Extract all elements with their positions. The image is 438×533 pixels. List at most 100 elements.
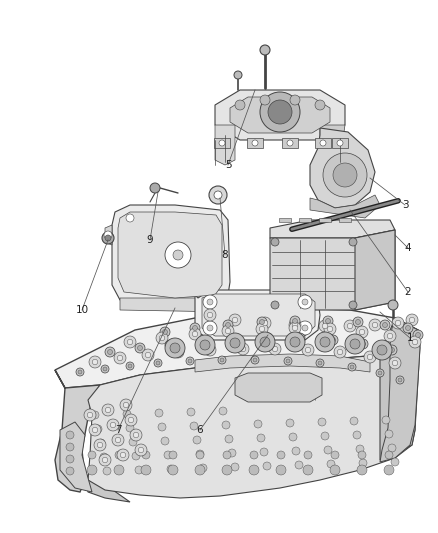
Circle shape bbox=[196, 451, 204, 459]
Circle shape bbox=[357, 465, 367, 475]
Text: 7: 7 bbox=[115, 425, 121, 435]
Circle shape bbox=[128, 364, 132, 368]
Circle shape bbox=[305, 348, 311, 353]
Circle shape bbox=[169, 451, 177, 459]
Circle shape bbox=[403, 323, 413, 333]
Circle shape bbox=[293, 319, 297, 324]
Circle shape bbox=[385, 451, 393, 459]
Circle shape bbox=[155, 409, 163, 417]
Text: 5: 5 bbox=[225, 160, 231, 170]
Circle shape bbox=[129, 438, 137, 446]
Polygon shape bbox=[55, 308, 418, 388]
Circle shape bbox=[302, 299, 308, 305]
Circle shape bbox=[387, 345, 397, 355]
Circle shape bbox=[66, 431, 74, 439]
Circle shape bbox=[388, 444, 396, 452]
Polygon shape bbox=[88, 345, 415, 498]
Polygon shape bbox=[355, 230, 395, 310]
Circle shape bbox=[285, 332, 305, 352]
Circle shape bbox=[112, 434, 124, 446]
Circle shape bbox=[193, 436, 201, 444]
Circle shape bbox=[135, 343, 145, 353]
Circle shape bbox=[66, 455, 74, 463]
Circle shape bbox=[130, 429, 142, 441]
Circle shape bbox=[382, 416, 390, 424]
Circle shape bbox=[132, 452, 140, 460]
Polygon shape bbox=[319, 218, 331, 222]
Circle shape bbox=[190, 422, 198, 430]
Circle shape bbox=[207, 312, 213, 318]
Circle shape bbox=[345, 334, 365, 354]
Circle shape bbox=[145, 352, 151, 358]
Circle shape bbox=[257, 317, 267, 327]
Polygon shape bbox=[315, 138, 331, 148]
Circle shape bbox=[325, 319, 331, 324]
Circle shape bbox=[237, 343, 249, 355]
Circle shape bbox=[94, 439, 106, 451]
Circle shape bbox=[260, 448, 268, 456]
Circle shape bbox=[358, 339, 368, 349]
Circle shape bbox=[117, 449, 129, 461]
Circle shape bbox=[66, 467, 74, 475]
Circle shape bbox=[110, 422, 116, 427]
Text: 10: 10 bbox=[75, 305, 88, 315]
Circle shape bbox=[290, 337, 300, 347]
Circle shape bbox=[269, 343, 281, 355]
Circle shape bbox=[358, 451, 366, 459]
Circle shape bbox=[89, 424, 101, 436]
Circle shape bbox=[204, 344, 216, 356]
Polygon shape bbox=[215, 125, 235, 165]
Circle shape bbox=[76, 368, 84, 376]
Circle shape bbox=[350, 365, 354, 369]
Circle shape bbox=[207, 299, 213, 305]
Circle shape bbox=[323, 316, 333, 326]
Circle shape bbox=[259, 326, 265, 332]
Circle shape bbox=[262, 320, 268, 326]
Circle shape bbox=[190, 323, 200, 333]
Circle shape bbox=[103, 367, 107, 371]
Circle shape bbox=[298, 321, 312, 335]
Circle shape bbox=[104, 231, 112, 239]
Circle shape bbox=[254, 420, 262, 428]
Circle shape bbox=[214, 191, 222, 199]
Circle shape bbox=[135, 466, 143, 474]
Circle shape bbox=[356, 326, 368, 338]
Circle shape bbox=[99, 454, 111, 466]
Circle shape bbox=[165, 338, 185, 358]
Circle shape bbox=[372, 322, 378, 328]
Circle shape bbox=[292, 447, 300, 455]
Circle shape bbox=[284, 357, 292, 365]
Circle shape bbox=[230, 335, 240, 345]
Circle shape bbox=[141, 465, 151, 475]
Circle shape bbox=[142, 451, 150, 459]
Circle shape bbox=[115, 451, 123, 459]
Circle shape bbox=[135, 444, 147, 456]
Circle shape bbox=[233, 337, 237, 343]
Polygon shape bbox=[60, 422, 92, 492]
Circle shape bbox=[219, 140, 225, 146]
Circle shape bbox=[349, 238, 357, 246]
Circle shape bbox=[209, 186, 227, 204]
Circle shape bbox=[255, 332, 275, 352]
Circle shape bbox=[388, 300, 398, 310]
Polygon shape bbox=[310, 128, 375, 208]
Circle shape bbox=[218, 356, 226, 364]
Circle shape bbox=[360, 342, 365, 346]
Circle shape bbox=[123, 410, 131, 418]
Circle shape bbox=[350, 417, 358, 425]
Text: 9: 9 bbox=[147, 235, 153, 245]
Circle shape bbox=[331, 337, 336, 343]
Circle shape bbox=[124, 336, 136, 348]
Circle shape bbox=[92, 359, 98, 365]
Circle shape bbox=[103, 467, 111, 475]
Circle shape bbox=[187, 408, 195, 416]
Circle shape bbox=[302, 344, 314, 356]
Circle shape bbox=[391, 458, 399, 466]
Circle shape bbox=[382, 322, 388, 327]
Circle shape bbox=[126, 424, 134, 432]
Polygon shape bbox=[279, 218, 291, 222]
Circle shape bbox=[372, 340, 392, 360]
Circle shape bbox=[158, 423, 166, 431]
Circle shape bbox=[337, 349, 343, 354]
Circle shape bbox=[276, 465, 286, 475]
